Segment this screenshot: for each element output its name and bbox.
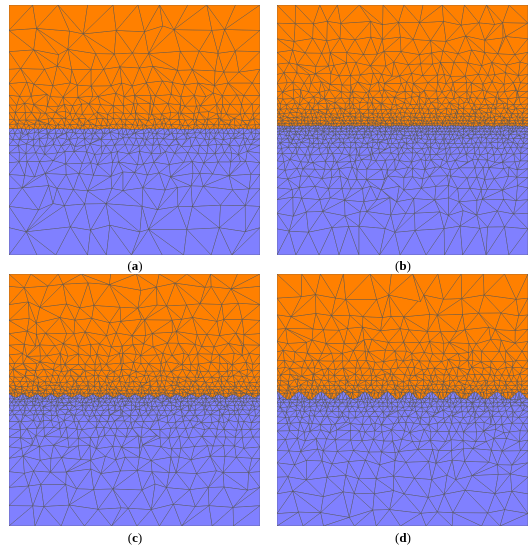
mesh-panel-c	[9, 274, 260, 526]
mesh-triangle	[256, 401, 260, 407]
mesh-triangle	[241, 304, 260, 321]
caption-b-label: b	[399, 258, 407, 273]
top-region	[9, 5, 260, 130]
caption-a-label: a	[131, 258, 139, 273]
caption-b: (b)	[395, 258, 411, 273]
mesh-triangle	[230, 274, 260, 290]
mesh-triangle	[508, 5, 528, 24]
caption-a: (a)	[127, 258, 143, 273]
mesh-triangle	[520, 97, 528, 105]
mesh-triangle	[231, 227, 260, 255]
mesh-triangle	[251, 95, 260, 106]
mesh-triangle	[520, 74, 528, 84]
mesh-triangle	[249, 344, 260, 356]
top-region	[9, 274, 260, 399]
mesh-triangle	[508, 228, 528, 255]
mesh-triangle	[252, 68, 260, 84]
mesh-triangle	[255, 128, 260, 134]
mesh-triangle	[247, 151, 260, 163]
mesh-triangle	[256, 385, 260, 391]
mesh-triangle	[518, 63, 528, 76]
mesh-triangle	[505, 22, 528, 39]
mesh-triangle	[518, 90, 528, 99]
mesh-triangle	[257, 389, 260, 394]
mesh-triangle	[522, 108, 528, 114]
mesh-triangle	[235, 30, 260, 52]
mesh-triangle	[522, 113, 528, 119]
mesh-triangle	[523, 120, 528, 124]
mesh-triangle	[253, 104, 260, 115]
top-region	[277, 5, 528, 127]
mesh-svg	[277, 5, 528, 255]
mesh-triangle	[517, 83, 528, 93]
bottom-region	[9, 393, 260, 526]
mesh-triangle	[238, 51, 260, 73]
mesh-svg	[9, 274, 260, 526]
mesh-triangle	[252, 354, 260, 365]
bottom-region	[9, 128, 260, 255]
bottom-region	[277, 125, 528, 255]
mesh-triangle	[253, 112, 260, 120]
mesh-triangle	[251, 362, 260, 372]
mesh-triangle	[514, 38, 528, 55]
mesh-triangle	[224, 5, 260, 31]
mesh-triangle	[256, 376, 260, 383]
mesh-panel-b	[277, 5, 528, 255]
mesh-triangle	[243, 320, 260, 335]
mesh-triangle	[523, 116, 528, 121]
mesh-triangle	[524, 103, 528, 110]
mesh-panel-a	[9, 5, 260, 255]
mesh-svg	[9, 5, 260, 255]
mesh-triangle	[513, 213, 528, 230]
mesh-triangle	[254, 370, 260, 378]
mesh-triangle	[519, 52, 528, 65]
